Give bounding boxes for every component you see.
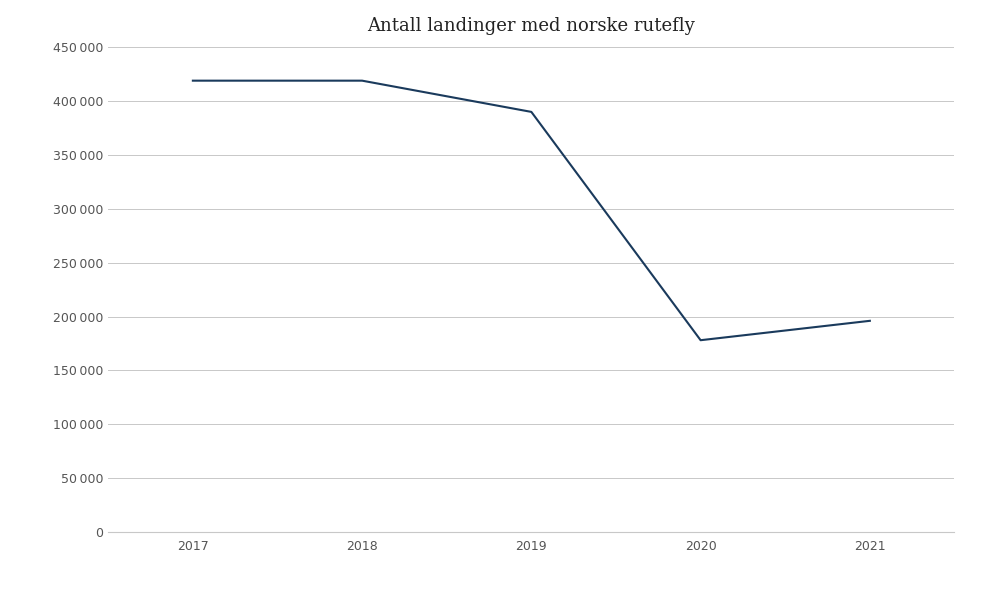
Title: Antall landinger med norske rutefly: Antall landinger med norske rutefly	[367, 17, 696, 35]
